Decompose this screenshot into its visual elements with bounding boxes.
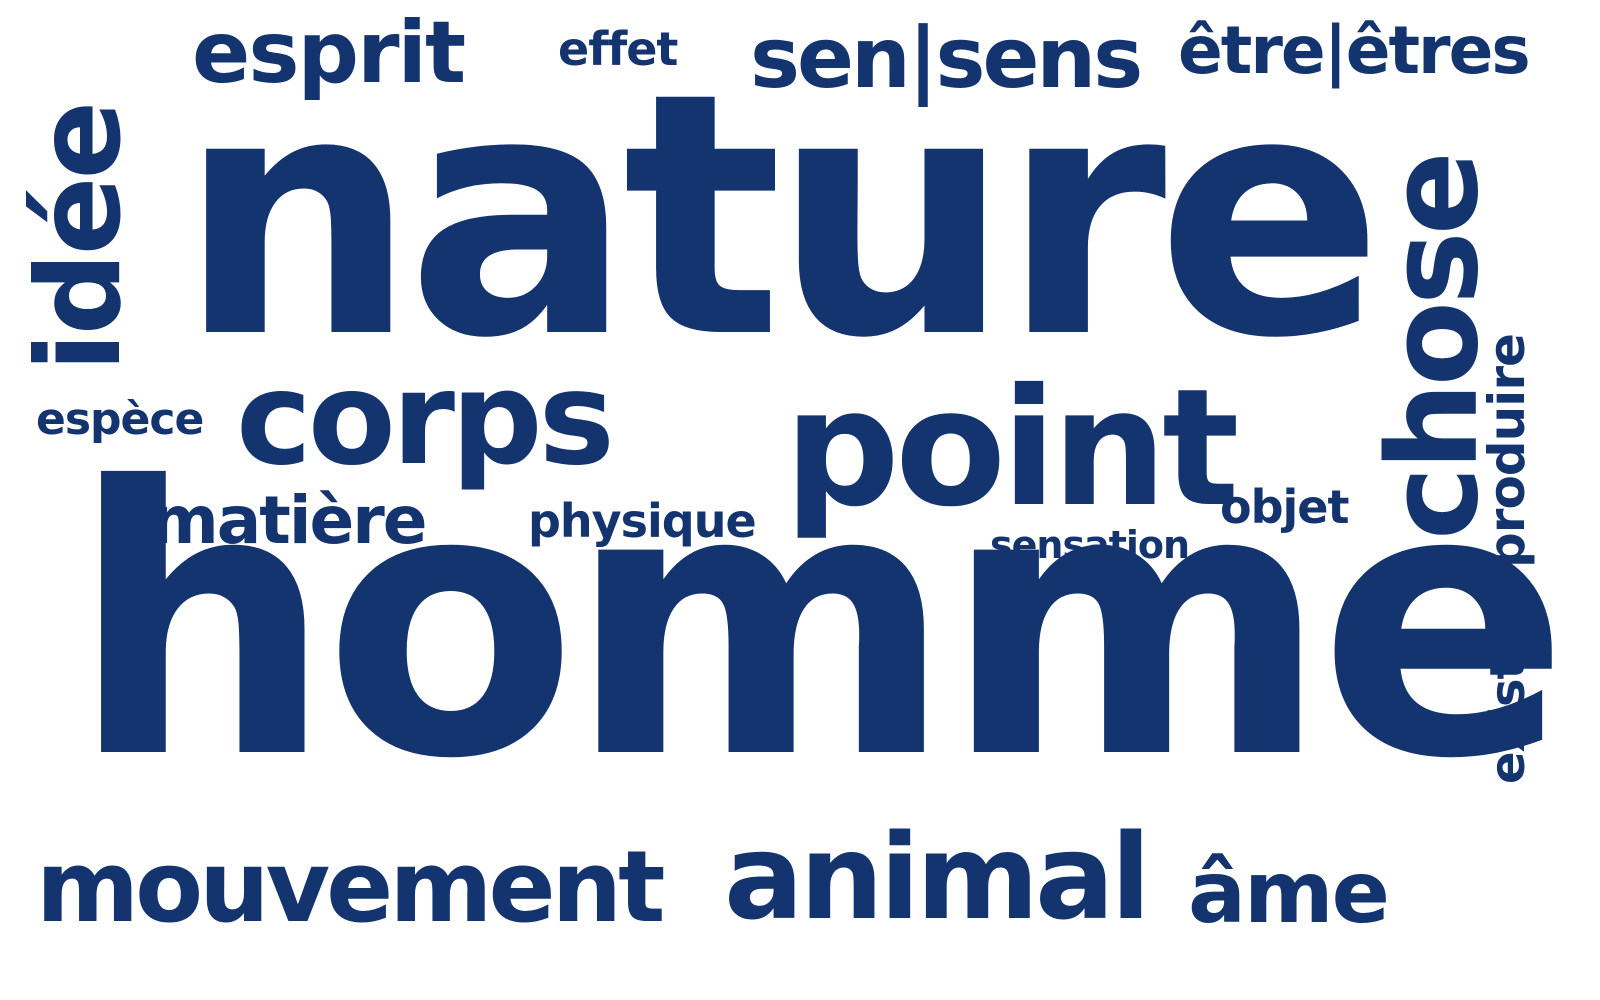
word-effet: effet	[558, 22, 678, 76]
word-nature: nature	[178, 22, 1384, 412]
word-ame: âme	[1188, 843, 1390, 943]
word-sensation: sensation	[990, 523, 1190, 567]
word-sens: sen|sens	[750, 9, 1143, 107]
word-exister: exister	[1480, 603, 1536, 784]
word-esprit: esprit	[192, 3, 466, 103]
word-matiere: matière	[150, 482, 428, 559]
word-corps: corps	[236, 345, 615, 494]
word-mouvement: mouvement	[36, 830, 665, 945]
word-point: point	[784, 355, 1240, 543]
word-physique: physique	[528, 494, 757, 548]
word-etre: être|êtres	[1178, 12, 1531, 89]
word-objet: objet	[1220, 480, 1349, 534]
word-espece: espèce	[36, 394, 204, 445]
word-produire: produire	[1478, 334, 1536, 568]
word-animal: animal	[724, 808, 1151, 946]
word-idee: idée	[12, 103, 147, 372]
word-homme: homme	[70, 410, 1570, 840]
